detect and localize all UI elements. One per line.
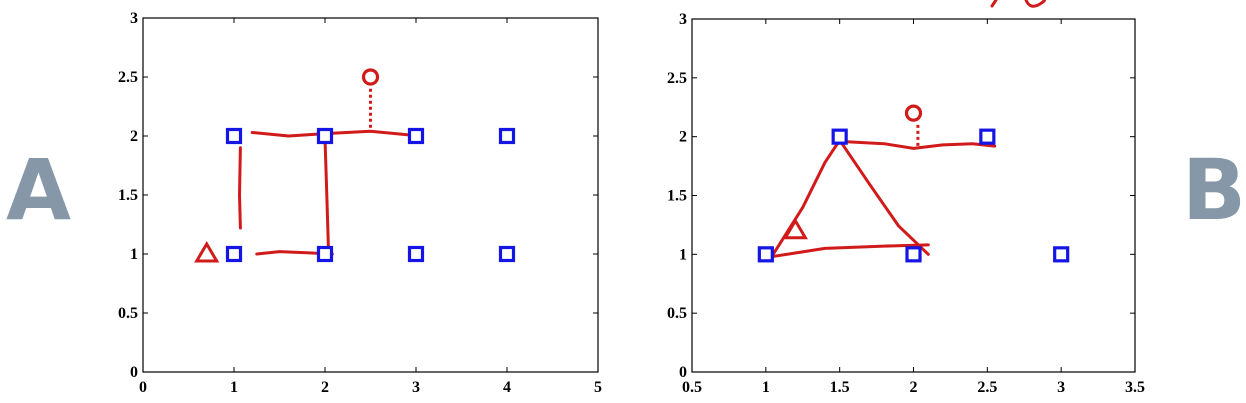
chart-b-x-tick-label: 3 [1057,379,1065,396]
chart-b-annotation-stroke [770,243,930,259]
chart-a-x-tick-label: 0 [139,379,147,396]
chart-a-x-tick-label: 1 [230,379,238,396]
chart-b-square-marker [1053,246,1070,263]
chart-b-x-tick-label: 2 [910,379,918,396]
chart-a-annotation-stroke [250,129,423,138]
chart-a-x-tick-label: 4 [503,379,511,396]
chart-b-y-tick-label: 3 [679,11,687,28]
chart-b-triangle-marker [782,217,808,240]
chart-a-square-marker [316,245,334,263]
chart-b-square-marker [979,128,996,145]
chart-a-annotation-stroke [323,136,331,256]
chart-a-y-tick-label: 1 [130,246,138,263]
chart-a-x-tick-label: 5 [594,379,602,396]
chart-b-x-tick-label: 2.5 [977,379,997,396]
chart-a-square-marker [407,127,425,145]
chart-a-y-tick-label: 0.5 [118,305,138,322]
chart-b-annotation-stroke [838,139,997,150]
chart-a-y-tick-label: 0 [130,364,138,381]
chart-b-y-tick-label: 0.5 [667,305,687,322]
chart-a-y-tick-label: 3 [130,10,138,27]
chart-a-square-marker [498,245,516,263]
chart-b-axes-frame [691,18,1136,373]
chart-a-square-marker [498,127,516,145]
chart-a-x-tick-label: 3 [412,379,420,396]
chart-b-y-tick-label: 2.5 [667,70,687,87]
chart-a-y-tick-label: 1.5 [118,187,138,204]
top-right-scribble [990,0,1046,8]
chart-b: 0.5 1 1.5 2 2.5 3 3.500.511.522.53 [667,11,1145,396]
chart-b-y-tick-label: 1.5 [667,188,687,205]
chart-a-triangle-marker [194,241,220,263]
chart-b-y-tick-label: 0 [679,364,687,381]
chart-b-square-marker [905,246,922,263]
chart-b-y-tick-label: 2 [679,129,687,146]
chart-a-square-marker [225,127,243,145]
chart-b-circle-marker [904,104,923,122]
chart-a-y-tick-label: 2 [130,128,138,145]
chart-b-x-tick-label: 3.5 [1125,379,1145,396]
chart-a-y-tick-label: 2.5 [118,69,138,86]
chart-b-x-tick-label: 1.5 [830,379,850,396]
chart-b-square-marker [831,128,848,145]
chart-b-square-marker [757,246,774,263]
chart-b-y-tick-label: 1 [679,246,687,263]
panel-label-a: A [6,141,72,239]
chart-b-x-tick-label: 0.5 [682,379,702,396]
chart-a-circle-marker [361,68,380,86]
chart-a: 0 1 2 3 4 5 0 0.5 1 1.5 2 2.5 3 [118,10,602,396]
chart-a-annotation-stroke [238,146,242,230]
chart-a-square-marker [316,127,334,145]
panel-label-b: B [1182,141,1246,239]
chart-b-x-tick-label: 1 [762,379,770,396]
chart-a-square-marker [225,245,243,263]
chart-a-x-tick-label: 2 [321,379,329,396]
chart-a-square-marker [407,245,425,263]
